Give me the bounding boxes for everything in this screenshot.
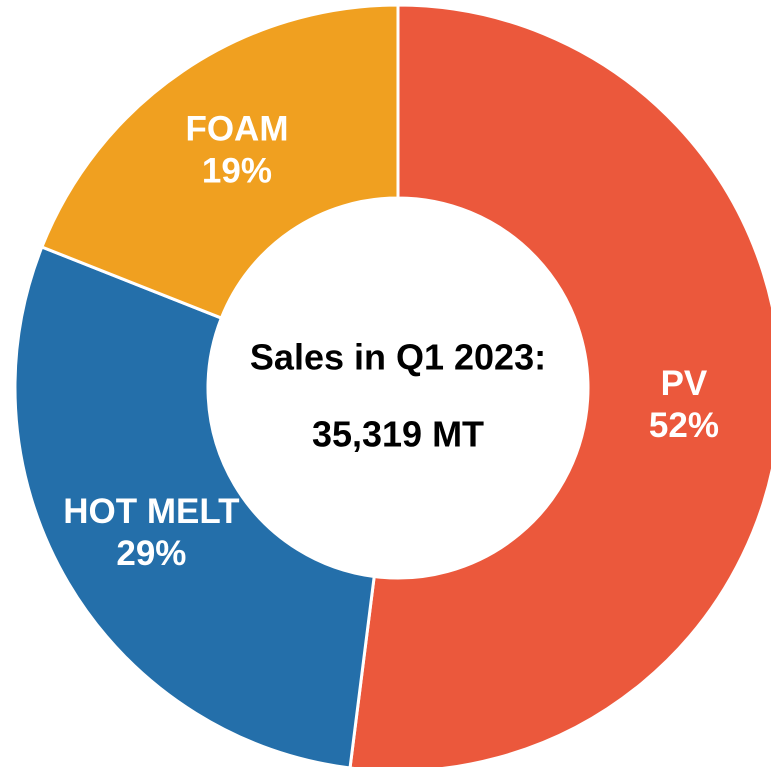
segment-value: 29% <box>116 534 186 573</box>
segment-name: FOAM <box>185 109 288 148</box>
segment-value: 52% <box>649 406 719 445</box>
segment-name: PV <box>661 364 708 403</box>
donut-segment <box>39 3 400 321</box>
donut-segment <box>13 245 376 767</box>
center-total: 35,319 MT <box>312 414 484 455</box>
donut-segment <box>348 3 771 767</box>
segment-value: 19% <box>202 151 272 190</box>
segment-name: HOT MELT <box>63 492 239 531</box>
center-title: Sales in Q1 2023: <box>250 337 546 378</box>
